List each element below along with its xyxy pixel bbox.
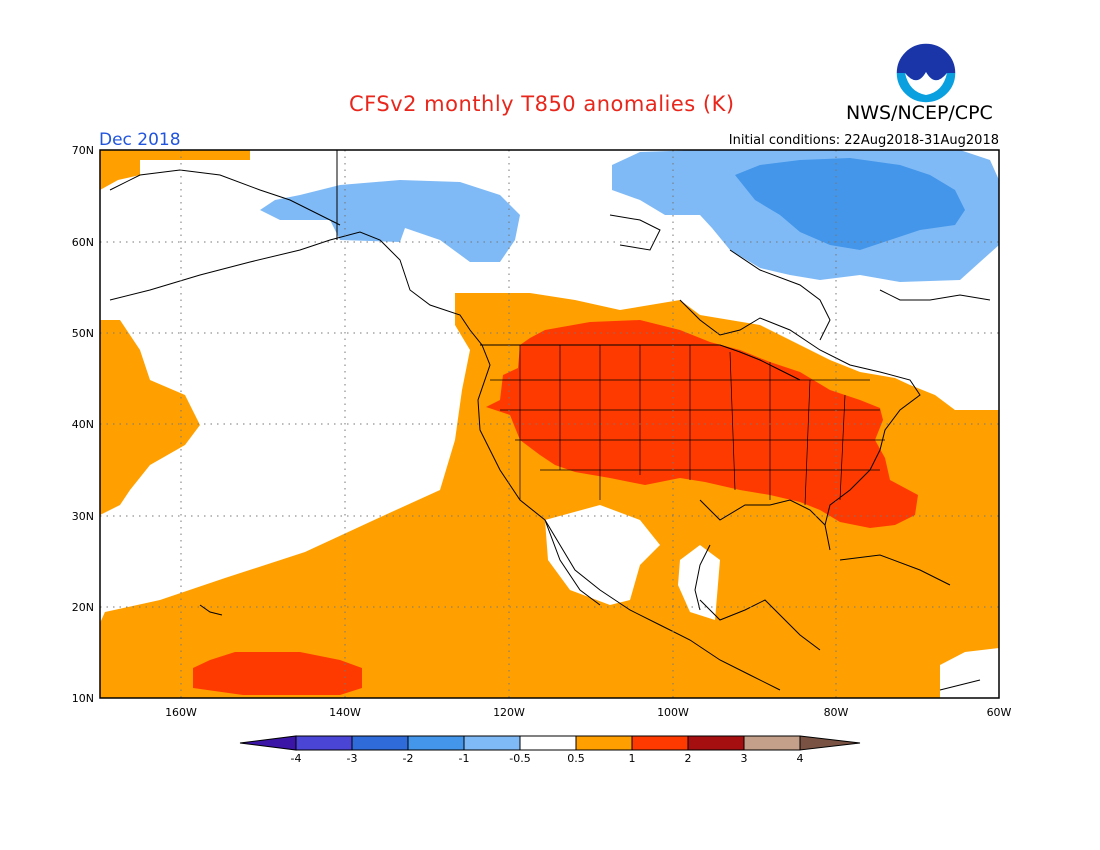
graticule bbox=[100, 150, 999, 698]
neutral-region-caribbean bbox=[940, 648, 999, 698]
neutral-region-gulf bbox=[678, 545, 720, 620]
colorbar-label: -0.5 bbox=[509, 752, 530, 765]
cool-anomaly-region-alaska bbox=[260, 180, 520, 262]
colder-anomaly-region-canada bbox=[735, 158, 965, 250]
lon-label: 80W bbox=[824, 706, 849, 719]
colorbar-swatch bbox=[743, 735, 801, 751]
lon-label: 120W bbox=[493, 706, 525, 719]
lat-label: 70N bbox=[72, 144, 94, 157]
lat-label: 40N bbox=[72, 418, 94, 431]
initial-conditions: Initial conditions: 22Aug2018-31Aug2018 bbox=[728, 133, 999, 148]
lat-label: 30N bbox=[72, 510, 94, 523]
lon-label: 140W bbox=[329, 706, 361, 719]
lat-label: 20N bbox=[72, 601, 94, 614]
lat-label: 50N bbox=[72, 327, 94, 340]
colorbar-labels: -4 -3 -2 -1 -0.5 0.5 1 2 3 4 bbox=[291, 752, 804, 765]
longitude-labels: 160W 140W 120W 100W 80W 60W bbox=[165, 706, 1011, 719]
chart-title: CFSv2 monthly T850 anomalies (K) bbox=[349, 92, 735, 116]
lon-label: 100W bbox=[657, 706, 689, 719]
coastlines bbox=[109, 150, 991, 691]
forecast-month: Dec 2018 bbox=[99, 130, 181, 150]
map-frame bbox=[99, 149, 1000, 699]
colorbar-swatch bbox=[631, 735, 689, 751]
state-borders bbox=[490, 345, 885, 506]
colorbar-label: -1 bbox=[459, 752, 470, 765]
colorbar-label: -3 bbox=[347, 752, 358, 765]
hot-anomaly-region bbox=[193, 320, 918, 695]
lon-label: 160W bbox=[165, 706, 197, 719]
colorbar-label: -2 bbox=[403, 752, 414, 765]
colorbar-swatch bbox=[239, 735, 297, 751]
lat-label: 10N bbox=[72, 692, 94, 705]
latitude-labels: 70N 60N 50N 40N 30N 20N 10N bbox=[72, 144, 94, 705]
lon-label: 60W bbox=[987, 706, 1012, 719]
colorbar-swatch bbox=[687, 735, 745, 751]
organization-label: NWS/NCEP/CPC bbox=[846, 102, 993, 124]
colorbar-label: 1 bbox=[629, 752, 636, 765]
colorbar-swatch bbox=[799, 735, 861, 751]
colorbar-swatch bbox=[575, 735, 633, 751]
colorbar-swatch bbox=[351, 735, 409, 751]
colorbar-label: 0.5 bbox=[567, 752, 585, 765]
noaa-logo-icon bbox=[895, 42, 957, 104]
lat-label: 60N bbox=[72, 236, 94, 249]
colorbar-swatches bbox=[239, 735, 861, 751]
colorbar-swatch bbox=[519, 735, 577, 751]
colorbar-label: 3 bbox=[741, 752, 748, 765]
colorbar-swatch bbox=[295, 735, 353, 751]
colorbar-swatch bbox=[407, 735, 465, 751]
colorbar-label: 4 bbox=[797, 752, 804, 765]
colorbar-swatch bbox=[463, 735, 521, 751]
colorbar-label: -4 bbox=[291, 752, 302, 765]
colorbar-label: 2 bbox=[685, 752, 692, 765]
